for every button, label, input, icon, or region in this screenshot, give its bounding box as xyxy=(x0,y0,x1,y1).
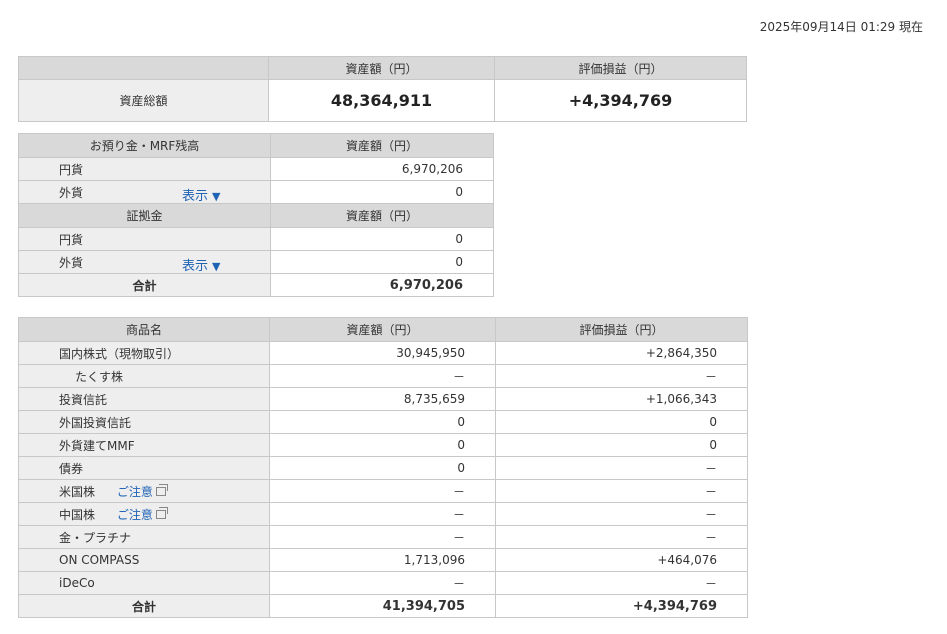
margin-label-fx: 外貨 xyxy=(59,255,84,270)
product-pl: +1,066,343 xyxy=(495,387,748,411)
table-row: たくす株 － － xyxy=(18,364,748,388)
table-row: 投資信託 8,735,659 +1,066,343 xyxy=(18,387,748,411)
product-amount: － xyxy=(269,571,496,595)
product-pl: － xyxy=(495,571,748,595)
china-stock-caution-link[interactable]: ご注意 xyxy=(117,506,168,522)
table-row: 国内株式（現物取引） 30,945,950 +2,864,350 xyxy=(18,341,748,365)
us-stock-caution-link[interactable]: ご注意 xyxy=(117,483,168,499)
table-row: 債券 0 － xyxy=(18,456,748,480)
product-label: iDeCo xyxy=(18,571,270,595)
margin-label-jpy: 円貨 xyxy=(18,227,271,251)
total-asset-amount: 48,364,911 xyxy=(268,79,495,122)
margin-header-amount: 資産額（円） xyxy=(270,203,494,228)
product-label: 米国株 xyxy=(59,484,96,499)
product-pl: +2,864,350 xyxy=(495,341,748,365)
deposit-value-jpy: 6,970,206 xyxy=(270,157,494,181)
product-label: 外国投資信託 xyxy=(18,410,270,434)
deposit-total-label: 合計 xyxy=(18,273,271,297)
product-amount: 0 xyxy=(269,433,496,457)
margin-header-label: 証拠金 xyxy=(18,203,271,228)
deposit-fx-show-link[interactable]: 表示 ▼ xyxy=(182,189,221,204)
deposit-table: お預り金・MRF残高 資産額（円） 円貨 6,970,206 外貨 表示 ▼ 0 … xyxy=(18,133,494,297)
deposit-total-row: 合計 6,970,206 xyxy=(18,273,494,297)
products-total-pl: +4,394,769 xyxy=(495,594,748,618)
product-pl: 0 xyxy=(495,410,748,434)
product-amount: 30,945,950 xyxy=(269,341,496,365)
products-table: 商品名 資産額（円） 評価損益（円） 国内株式（現物取引） 30,945,950… xyxy=(18,317,748,618)
deposit-row-fx: 外貨 表示 ▼ 0 xyxy=(18,180,494,204)
deposit-header-amount: 資産額（円） xyxy=(270,133,494,158)
triangle-down-icon: ▼ xyxy=(212,190,221,203)
margin-value-fx: 0 xyxy=(270,250,494,274)
external-link-icon xyxy=(155,483,168,496)
product-label: 中国株 xyxy=(59,507,96,522)
product-label: 投資信託 xyxy=(18,387,270,411)
table-row: 中国株 ご注意 － － xyxy=(18,502,748,526)
deposit-header-label: お預り金・MRF残高 xyxy=(18,133,271,158)
margin-row-fx: 外貨 表示 ▼ 0 xyxy=(18,250,494,274)
margin-fx-show-link[interactable]: 表示 ▼ xyxy=(182,259,221,274)
products-total-amount: 41,394,705 xyxy=(269,594,496,618)
product-amount: 0 xyxy=(269,456,496,480)
product-pl: － xyxy=(495,364,748,388)
product-amount: － xyxy=(269,525,496,549)
external-link-icon xyxy=(155,506,168,519)
product-amount: － xyxy=(269,364,496,388)
product-pl: 0 xyxy=(495,433,748,457)
product-label: 債券 xyxy=(18,456,270,480)
products-total-row: 合計 41,394,705 +4,394,769 xyxy=(18,594,748,618)
product-label: 金・プラチナ xyxy=(18,525,270,549)
product-pl: +464,076 xyxy=(495,548,748,572)
asset-summary-table: 資産額（円） 評価損益（円） 資産総額 48,364,911 +4,394,76… xyxy=(18,56,747,122)
product-pl: － xyxy=(495,479,748,503)
summary-header-blank xyxy=(18,56,269,80)
table-row: 米国株 ご注意 － － xyxy=(18,479,748,503)
product-amount: － xyxy=(269,479,496,503)
products-header-pl: 評価損益（円） xyxy=(495,317,748,342)
product-label: 外貨建てMMF xyxy=(18,433,270,457)
product-pl: － xyxy=(495,525,748,549)
deposit-value-fx: 0 xyxy=(270,180,494,204)
product-amount: － xyxy=(269,502,496,526)
products-header-amount: 資産額（円） xyxy=(269,317,496,342)
as-of-timestamp: 2025年09月14日 01:29 現在 xyxy=(759,20,923,34)
product-amount: 1,713,096 xyxy=(269,548,496,572)
table-row: 外国投資信託 0 0 xyxy=(18,410,748,434)
triangle-down-icon: ▼ xyxy=(212,260,221,273)
table-row: ON COMPASS 1,713,096 +464,076 xyxy=(18,548,748,572)
deposit-label-jpy: 円貨 xyxy=(18,157,271,181)
deposit-total-value: 6,970,206 xyxy=(270,273,494,297)
product-amount: 8,735,659 xyxy=(269,387,496,411)
summary-header-pl: 評価損益（円） xyxy=(494,56,747,80)
product-pl: － xyxy=(495,456,748,480)
product-label: たくす株 xyxy=(18,364,270,388)
product-label: 国内株式（現物取引） xyxy=(18,341,270,365)
table-row: iDeCo － － xyxy=(18,571,748,595)
product-label: ON COMPASS xyxy=(18,548,270,572)
margin-row-jpy: 円貨 0 xyxy=(18,227,494,251)
products-total-label: 合計 xyxy=(18,594,270,618)
products-header-name: 商品名 xyxy=(18,317,270,342)
margin-value-jpy: 0 xyxy=(270,227,494,251)
product-pl: － xyxy=(495,502,748,526)
table-row: 外貨建てMMF 0 0 xyxy=(18,433,748,457)
total-profit-loss: +4,394,769 xyxy=(494,79,747,122)
product-amount: 0 xyxy=(269,410,496,434)
deposit-label-fx: 外貨 xyxy=(59,185,84,200)
deposit-row-jpy: 円貨 6,970,206 xyxy=(18,157,494,181)
table-row: 金・プラチナ － － xyxy=(18,525,748,549)
summary-row-label: 資産総額 xyxy=(18,79,269,122)
summary-header-amount: 資産額（円） xyxy=(268,56,495,80)
